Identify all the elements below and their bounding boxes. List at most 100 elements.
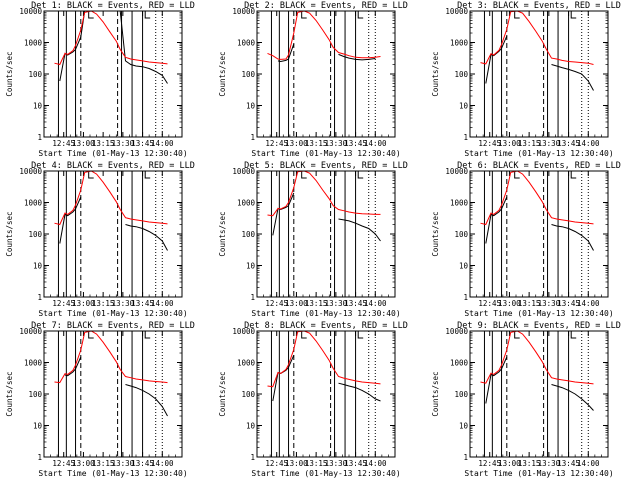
x-tick-label: 13:15	[92, 459, 115, 468]
x-tick-label: 13:00	[498, 139, 521, 148]
y-tick-label: 100	[241, 70, 255, 79]
x-tick-label: 13:45	[131, 299, 154, 308]
plot-frame	[469, 330, 609, 458]
bracket-mark	[570, 171, 577, 179]
events-line	[485, 356, 594, 411]
y-tick-label: 10000	[445, 167, 468, 176]
x-tick-label: 13:15	[305, 139, 328, 148]
y-tick-label: 1	[463, 133, 468, 142]
x-tick-label: 13:45	[344, 299, 367, 308]
x-axis-label: Start Time (01-May-13 12:30:40)	[464, 469, 613, 478]
x-tick-label: 13:45	[344, 139, 367, 148]
x-tick-label: 14:00	[364, 459, 387, 468]
lld-line	[480, 331, 594, 385]
x-tick-label: 14:00	[364, 299, 387, 308]
plot-frame	[469, 170, 609, 298]
bracket-mark	[357, 171, 364, 179]
y-axis-label: Counts/sec	[431, 211, 440, 256]
x-tick-label: 13:30	[112, 299, 135, 308]
x-tick-label: 12:45	[478, 299, 501, 308]
y-tick-label: 1	[463, 293, 468, 302]
x-tick-label: 13:45	[557, 139, 580, 148]
x-axis-label: Start Time (01-May-13 12:30:40)	[464, 149, 613, 158]
x-tick-label: 14:00	[151, 459, 174, 468]
y-tick-label: 1000	[237, 359, 256, 368]
bracket-mark	[301, 331, 307, 339]
plot-frame	[256, 330, 396, 458]
y-tick-label: 1	[463, 453, 468, 462]
x-axis-label: Start Time (01-May-13 12:30:40)	[38, 309, 187, 318]
lld-line	[54, 11, 168, 66]
x-tick-label: 13:30	[325, 139, 348, 148]
chart-title: Det 2: BLACK = Events, RED = LLD	[244, 1, 408, 11]
x-tick-label: 14:00	[151, 299, 174, 308]
chart-panel-2: Det 2: BLACK = Events, RED = LLD Counts/s…	[218, 1, 408, 158]
x-tick-label: 12:45	[478, 139, 501, 148]
y-axis-label: Counts/sec	[5, 371, 14, 416]
bracket-mark	[144, 171, 151, 179]
x-tick-label: 12:45	[52, 139, 75, 148]
events-line	[485, 35, 594, 91]
chart-title: Det 3: BLACK = Events, RED = LLD	[457, 1, 621, 11]
y-tick-label: 10000	[19, 7, 42, 16]
x-tick-label: 13:15	[92, 139, 115, 148]
lld-line	[267, 11, 381, 60]
x-tick-label: 13:00	[498, 299, 521, 308]
x-tick-label: 14:00	[364, 139, 387, 148]
bracket-mark	[514, 331, 520, 339]
y-axis-label: Counts/sec	[218, 371, 227, 416]
events-line	[272, 192, 381, 242]
y-tick-label: 1	[250, 133, 255, 142]
y-tick-label: 1	[37, 293, 42, 302]
x-axis-label: Start Time (01-May-13 12:30:40)	[251, 309, 400, 318]
lld-line	[480, 11, 594, 65]
bracket-mark	[514, 171, 520, 179]
lld-line	[267, 331, 381, 388]
x-axis-label: Start Time (01-May-13 12:30:40)	[251, 149, 400, 158]
y-tick-label: 10	[246, 102, 256, 111]
x-tick-label: 13:15	[305, 459, 328, 468]
lld-line	[54, 331, 168, 384]
plot-frame	[256, 10, 396, 138]
plot-frame	[43, 170, 183, 298]
x-tick-label: 12:45	[265, 459, 288, 468]
y-tick-label: 1000	[24, 359, 43, 368]
x-tick-label: 13:15	[518, 299, 541, 308]
y-tick-label: 10	[33, 422, 43, 431]
chart-panel-7: Det 7: BLACK = Events, RED = LLD Counts/s…	[5, 321, 195, 478]
x-tick-label: 13:45	[131, 139, 154, 148]
y-tick-label: 10000	[232, 7, 255, 16]
chart-title: Det 9: BLACK = Events, RED = LLD	[457, 321, 621, 331]
chart-panel-3: Det 3: BLACK = Events, RED = LLD Counts/s…	[431, 1, 621, 158]
chart-panel-1: Det 1: BLACK = Events, RED = LLD Counts/s…	[5, 1, 195, 158]
x-tick-label: 13:45	[557, 299, 580, 308]
y-tick-label: 10000	[445, 7, 468, 16]
y-tick-label: 1	[37, 133, 42, 142]
x-axis-label: Start Time (01-May-13 12:30:40)	[251, 469, 400, 478]
chart-panel-5: Det 5: BLACK = Events, RED = LLD Counts/s…	[218, 161, 408, 318]
chart-panel-4: Det 4: BLACK = Events, RED = LLD Counts/s…	[5, 161, 195, 318]
y-tick-label: 10	[33, 262, 43, 271]
y-tick-label: 10000	[232, 167, 255, 176]
x-tick-label: 14:00	[151, 139, 174, 148]
x-tick-label: 13:15	[305, 299, 328, 308]
y-tick-label: 10000	[19, 167, 42, 176]
events-line	[64, 356, 168, 417]
y-tick-label: 1000	[237, 39, 256, 48]
x-tick-label: 12:45	[265, 139, 288, 148]
y-tick-label: 10	[459, 422, 469, 431]
lld-line	[480, 171, 594, 226]
y-tick-label: 10	[246, 422, 256, 431]
y-tick-label: 10000	[19, 327, 42, 336]
bracket-mark	[514, 11, 520, 19]
y-tick-label: 1000	[24, 39, 43, 48]
x-tick-label: 13:45	[131, 459, 154, 468]
x-tick-label: 13:45	[557, 459, 580, 468]
x-tick-label: 13:00	[285, 139, 308, 148]
y-tick-label: 100	[241, 230, 255, 239]
x-tick-label: 13:30	[538, 139, 561, 148]
bracket-mark	[88, 11, 94, 19]
chart-title: Det 4: BLACK = Events, RED = LLD	[31, 161, 195, 171]
x-tick-label: 12:45	[265, 299, 288, 308]
